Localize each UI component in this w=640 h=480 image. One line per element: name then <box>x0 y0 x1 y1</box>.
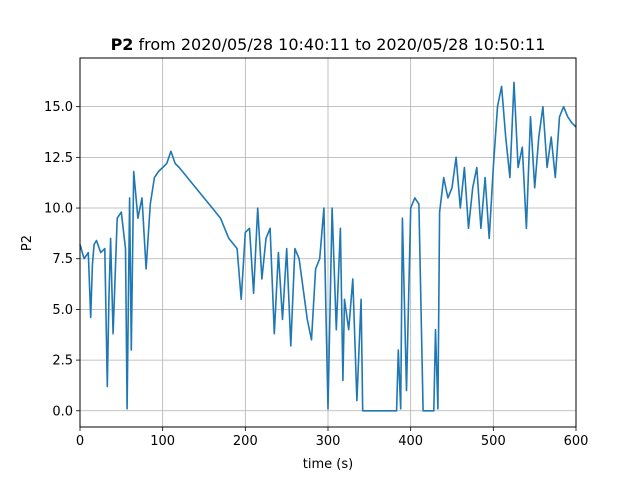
y-tick-label: 15.0 <box>44 100 73 115</box>
series-line <box>79 81 577 412</box>
y-tick-label: 12.5 <box>44 151 73 166</box>
y-tick-label: 0.0 <box>52 404 73 419</box>
x-tick-label: 500 <box>481 434 506 449</box>
x-tick-label: 600 <box>564 434 589 449</box>
x-tick-label: 200 <box>233 434 258 449</box>
y-tick-label: 7.5 <box>52 252 73 267</box>
series-layer <box>79 81 577 412</box>
y-tick-label: 2.5 <box>52 354 73 369</box>
chart-title-bold: P2 <box>111 35 134 54</box>
x-ticks: 0 100 200 300 400 500 600 <box>76 427 589 449</box>
chart-title: P2 from 2020/05/28 10:40:11 to 2020/05/2… <box>111 35 546 54</box>
x-tick-label: 100 <box>150 434 175 449</box>
x-tick-label: 400 <box>398 434 423 449</box>
y-tick-label: 10.0 <box>44 202 73 217</box>
x-tick-label: 300 <box>316 434 341 449</box>
y-ticks: 0.0 2.5 5.0 7.5 10.0 12.5 15.0 <box>44 100 80 419</box>
x-tick-label: 0 <box>76 434 84 449</box>
y-tick-label: 5.0 <box>52 303 73 318</box>
x-axis-label: time (s) <box>303 457 353 472</box>
y-axis-label: P2 <box>20 235 35 251</box>
chart-title-rest: from 2020/05/28 10:40:11 to 2020/05/28 1… <box>133 35 545 54</box>
